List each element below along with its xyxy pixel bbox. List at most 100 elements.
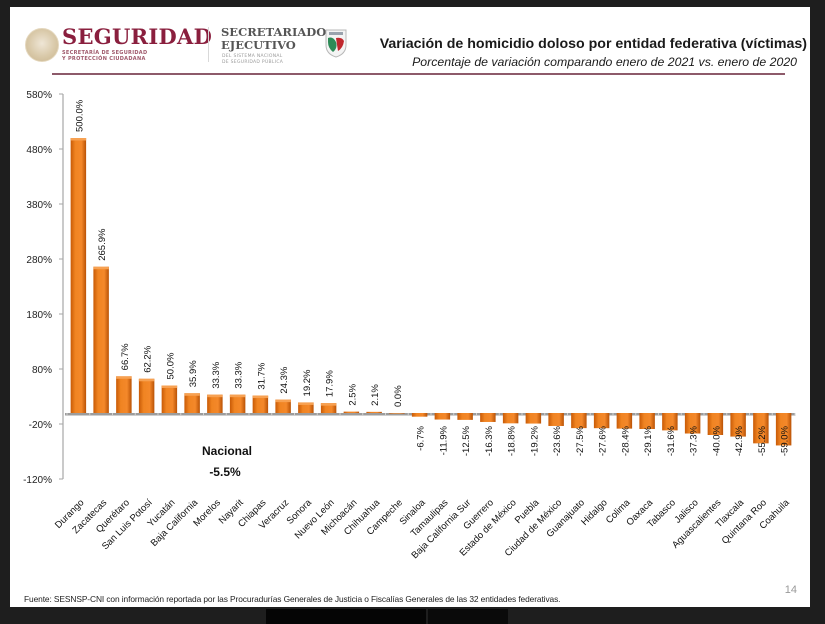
bar-veracruz bbox=[275, 399, 291, 413]
header-divider bbox=[208, 27, 209, 62]
bar-top-highlight bbox=[275, 399, 291, 403]
y-tick-label: 380% bbox=[26, 200, 52, 211]
value-label: -27.6% bbox=[598, 425, 609, 456]
bar bbox=[616, 413, 633, 429]
header-rule bbox=[52, 73, 785, 75]
bar bbox=[662, 413, 678, 431]
bar-estado-de-m-xico bbox=[502, 413, 519, 424]
y-tick-label: 580% bbox=[26, 90, 52, 101]
brand-subtitle: SECRETARÍA DE SEGURIDAD Y PROTECCIÓN CIU… bbox=[62, 50, 147, 62]
secretariado-subtitle: DEL SISTEMA NACIONAL DE SEGURIDAD PÚBLIC… bbox=[222, 54, 283, 66]
secretariado-sub-line1: DEL SISTEMA NACIONAL bbox=[222, 54, 283, 59]
bar-morelos bbox=[207, 394, 223, 413]
bar-tamaulipas bbox=[434, 413, 451, 420]
bar-top-highlight bbox=[320, 403, 337, 406]
page-number: 14 bbox=[784, 584, 797, 596]
bar-nuevo-le-n bbox=[320, 403, 337, 413]
brand-logo-text: SEGURIDAD bbox=[62, 24, 213, 49]
bar bbox=[411, 413, 428, 417]
value-label: -27.5% bbox=[575, 425, 586, 456]
y-tick-label: 80% bbox=[32, 365, 52, 376]
bar-oaxaca bbox=[639, 413, 655, 430]
bar bbox=[753, 413, 769, 444]
footer-source: Fuente: SESNSP-CNI con información repor… bbox=[24, 594, 561, 604]
bar-top-highlight bbox=[229, 394, 246, 398]
bar-quer-taro bbox=[116, 376, 132, 413]
bar bbox=[229, 394, 246, 413]
bar bbox=[161, 385, 178, 413]
nacional-annotation-label: Nacional bbox=[202, 444, 252, 458]
bar-quintana-roo bbox=[753, 413, 769, 444]
bar-baja-california-sur bbox=[457, 413, 473, 420]
value-label: -42.9% bbox=[734, 425, 745, 456]
bar-top-highlight bbox=[93, 266, 109, 270]
bar-top-highlight bbox=[138, 378, 155, 382]
bar bbox=[775, 413, 792, 446]
bar-top-highlight bbox=[161, 385, 178, 388]
bar-top-highlight bbox=[207, 394, 223, 398]
bar-chihuahua bbox=[366, 411, 382, 413]
bar bbox=[502, 413, 519, 424]
y-tick-label: 280% bbox=[26, 255, 52, 266]
bar-top-highlight bbox=[184, 393, 200, 396]
bar bbox=[548, 413, 564, 426]
bar-ciudad-de-m-xico bbox=[548, 413, 564, 426]
value-label: -19.2% bbox=[529, 425, 540, 456]
bar-baja-california bbox=[184, 393, 200, 413]
bar-guanajuato bbox=[571, 413, 587, 429]
bar bbox=[684, 413, 701, 434]
bar bbox=[434, 413, 451, 420]
bar bbox=[298, 402, 314, 413]
value-labels: 500.0% 265.9% 66.7% 62.2% 50.0% 35.9% 33.3% 33.… bbox=[74, 99, 790, 456]
value-label: 35.9% bbox=[188, 360, 199, 387]
value-label: 500.0% bbox=[74, 99, 85, 132]
bar bbox=[70, 138, 87, 413]
brand-subtitle-line2: Y PROTECCIÓN CIUDADANA bbox=[62, 56, 146, 62]
secretariado-line2: EJECUTIVO bbox=[221, 38, 296, 52]
brand-subtitle-line1: SECRETARÍA DE SEGURIDAD bbox=[62, 50, 148, 56]
bar bbox=[525, 413, 542, 424]
value-label: -31.6% bbox=[666, 425, 677, 456]
secretariado-logo-text: SECRETARIADO EJECUTIVO bbox=[221, 26, 326, 52]
bar bbox=[366, 411, 382, 413]
secretariado-sub-line2: DE SEGURIDAD PÚBLICA bbox=[222, 60, 284, 65]
y-tick-label: 180% bbox=[26, 310, 52, 321]
value-label: -37.3% bbox=[689, 425, 700, 456]
value-label: -29.1% bbox=[643, 425, 654, 456]
value-label: 66.7% bbox=[120, 343, 131, 370]
value-label: 2.5% bbox=[347, 383, 358, 405]
bar-guerrero bbox=[480, 413, 496, 422]
chart-title: Variación de homicidio doloso por entida… bbox=[379, 36, 807, 52]
bar-yucat-n bbox=[161, 385, 178, 413]
bar bbox=[480, 413, 496, 422]
bar bbox=[593, 413, 610, 429]
bar-top-highlight bbox=[116, 376, 132, 379]
value-label: 2.1% bbox=[370, 384, 381, 406]
bar-nayarit bbox=[229, 394, 246, 413]
bar bbox=[457, 413, 473, 420]
bar bbox=[252, 395, 269, 413]
bar bbox=[707, 413, 724, 435]
bar-zacatecas bbox=[93, 266, 109, 413]
secretariado-line1: SECRETARIADO bbox=[221, 25, 327, 39]
value-label: -40.0% bbox=[711, 425, 722, 456]
value-label: 31.7% bbox=[256, 362, 267, 389]
zero-baseline bbox=[65, 413, 795, 416]
bar-colima bbox=[616, 413, 633, 429]
value-label: 33.3% bbox=[211, 361, 222, 388]
y-tick-label: 480% bbox=[26, 145, 52, 156]
bar bbox=[207, 394, 223, 413]
bars bbox=[70, 138, 792, 446]
bar-hidalgo bbox=[593, 413, 610, 429]
bar bbox=[184, 393, 200, 413]
value-label: 62.2% bbox=[143, 345, 154, 372]
bar bbox=[730, 413, 746, 437]
value-label: -16.3% bbox=[484, 425, 495, 456]
value-label: -28.4% bbox=[620, 425, 631, 456]
bar-chiapas bbox=[252, 395, 269, 413]
bar bbox=[138, 378, 155, 413]
y-axis: 580% 480% 380% 280% 180% 80% -20% -120% bbox=[23, 90, 796, 486]
bar bbox=[275, 399, 291, 413]
value-label: -59.0% bbox=[780, 425, 791, 456]
